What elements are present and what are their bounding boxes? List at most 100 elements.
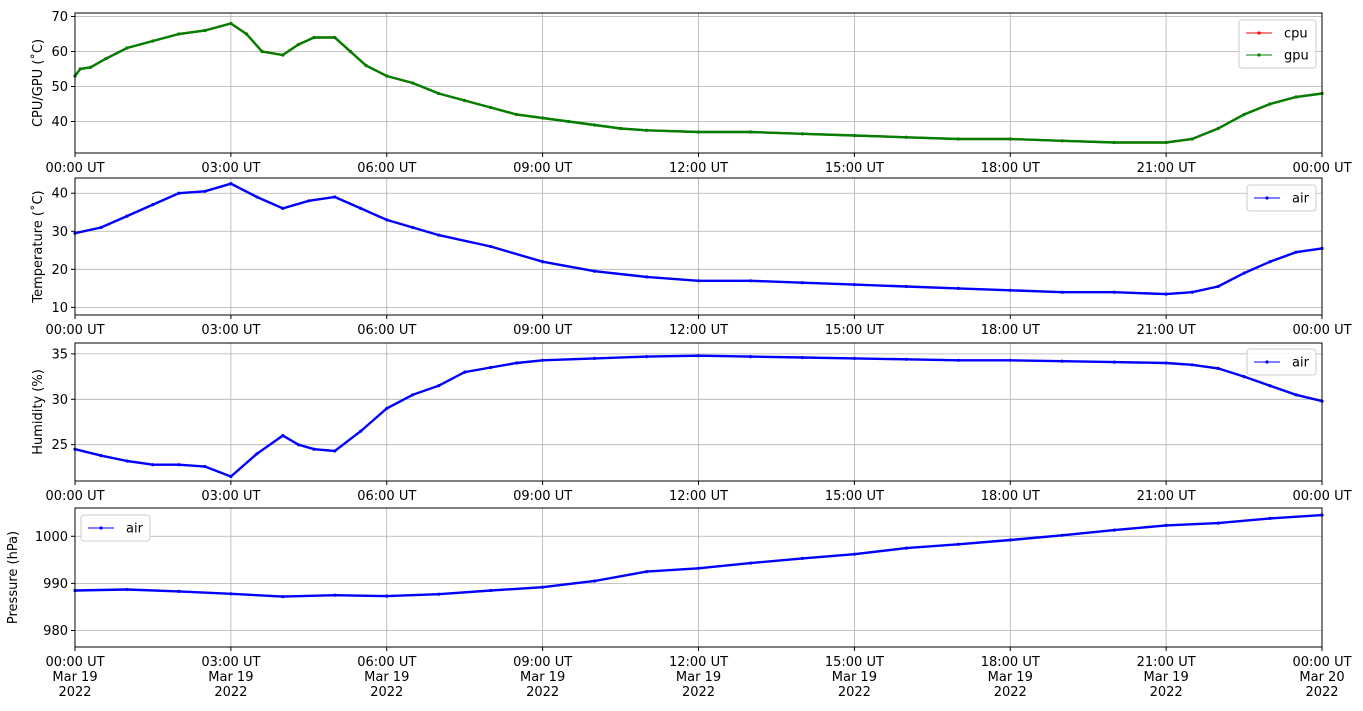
data-point [1242, 112, 1246, 117]
data-point [1112, 528, 1116, 532]
series-air [73, 182, 1324, 296]
legend-frame [1246, 348, 1317, 376]
data-point [348, 49, 352, 54]
data-point [1216, 284, 1220, 289]
data-point [385, 594, 389, 598]
x-tick-label: 00:00 UT [1292, 161, 1351, 176]
data-point [177, 463, 181, 467]
x-tick-label: 2022 [682, 685, 715, 700]
y-axis-label: Temperature (˚C) [30, 190, 46, 303]
legend-frame [1246, 184, 1317, 212]
data-point [1008, 288, 1012, 292]
x-tick-label: 18:00 UT [981, 161, 1040, 176]
legend-label: gpu [1284, 49, 1309, 64]
data-point [359, 206, 363, 210]
data-point [229, 474, 233, 479]
data-point [333, 593, 337, 597]
legend-label: air [126, 522, 144, 537]
x-tick-label: 15:00 UT [825, 489, 884, 504]
data-point [593, 579, 597, 583]
data-point [852, 133, 857, 138]
x-tick-label: 09:00 UT [513, 161, 572, 176]
data-point [125, 459, 129, 463]
x-tick-label: 09:00 UT [513, 655, 572, 670]
data-point [1060, 533, 1064, 537]
x-tick-label: Mar 19 [988, 670, 1033, 685]
data-point [281, 53, 285, 57]
data-point [748, 279, 753, 283]
data-point [89, 65, 93, 69]
x-tick-label: 03:00 UT [201, 489, 260, 504]
data-point [852, 356, 857, 360]
data-point [1294, 250, 1298, 254]
data-point [748, 130, 753, 134]
data-point [99, 454, 103, 458]
data-point [1112, 290, 1116, 294]
series-gpu [73, 21, 1324, 145]
x-tick-label: 00:00 UT [45, 161, 104, 176]
x-tick-label: 21:00 UT [1137, 161, 1196, 176]
data-point [255, 195, 259, 199]
data-point [1242, 271, 1246, 275]
x-tick-label: 15:00 UT [825, 323, 884, 338]
data-point [904, 135, 908, 139]
x-tick-label: 00:00 UT [45, 655, 104, 670]
data-point [696, 566, 701, 570]
x-tick-label: 2022 [58, 685, 91, 700]
data-point [281, 434, 285, 438]
data-point [800, 355, 805, 360]
x-tick-label: 06:00 UT [357, 655, 416, 670]
x-tick-label: 03:00 UT [201, 161, 260, 176]
data-point [411, 393, 415, 397]
panel-2: 10 20 30 40 00:00 UT 03:00 UT 06:00 UT 09:00 UT… [30, 177, 1352, 338]
x-tick-label: 12:00 UT [669, 655, 728, 670]
x-tick-label: 15:00 UT [825, 161, 884, 176]
x-tick-label: 00:00 UT [45, 489, 104, 504]
x-tick-label: 21:00 UT [1137, 323, 1196, 338]
y-tick-label: 980 [43, 624, 68, 639]
data-point [593, 123, 597, 127]
legend-frame [80, 514, 151, 542]
data-point [1008, 538, 1012, 542]
data-point [385, 218, 389, 222]
legend: cpu gpu [1238, 19, 1317, 69]
data-point [411, 81, 415, 85]
data-point [489, 365, 493, 370]
x-tick-label: 2022 [1150, 685, 1183, 700]
data-point [852, 552, 857, 556]
data-point [1242, 375, 1246, 379]
data-point [489, 588, 493, 593]
x-tick-label: Mar 19 [52, 670, 97, 685]
data-point [904, 284, 908, 289]
data-point [255, 452, 259, 456]
y-tick-label: 10 [51, 301, 68, 316]
data-point [956, 542, 960, 546]
y-tick-label: 990 [43, 577, 68, 592]
x-tick-label: Mar 19 [208, 670, 253, 685]
x-tick-label: 2022 [370, 685, 403, 700]
data-point [177, 191, 181, 195]
data-point [515, 112, 519, 117]
data-point [1060, 290, 1064, 294]
data-point [567, 119, 571, 124]
data-point [437, 384, 441, 388]
data-point [593, 356, 597, 360]
x-tick-label: 06:00 UT [357, 489, 416, 504]
y-tick-label: 60 [51, 45, 68, 60]
data-point [1268, 260, 1272, 264]
data-point [151, 39, 155, 43]
data-point [125, 214, 129, 218]
x-tick-label: 00:00 UT [1292, 323, 1351, 338]
data-point [956, 286, 960, 290]
data-point [1268, 102, 1272, 106]
x-tick-label: 15:00 UT [825, 655, 884, 670]
legend-marker [1265, 360, 1269, 364]
y-tick-label: 50 [51, 80, 68, 95]
data-point [800, 281, 805, 285]
data-point [296, 443, 300, 447]
data-point [956, 358, 960, 362]
data-point [125, 46, 129, 50]
data-point [333, 35, 337, 40]
data-point [1190, 137, 1194, 141]
